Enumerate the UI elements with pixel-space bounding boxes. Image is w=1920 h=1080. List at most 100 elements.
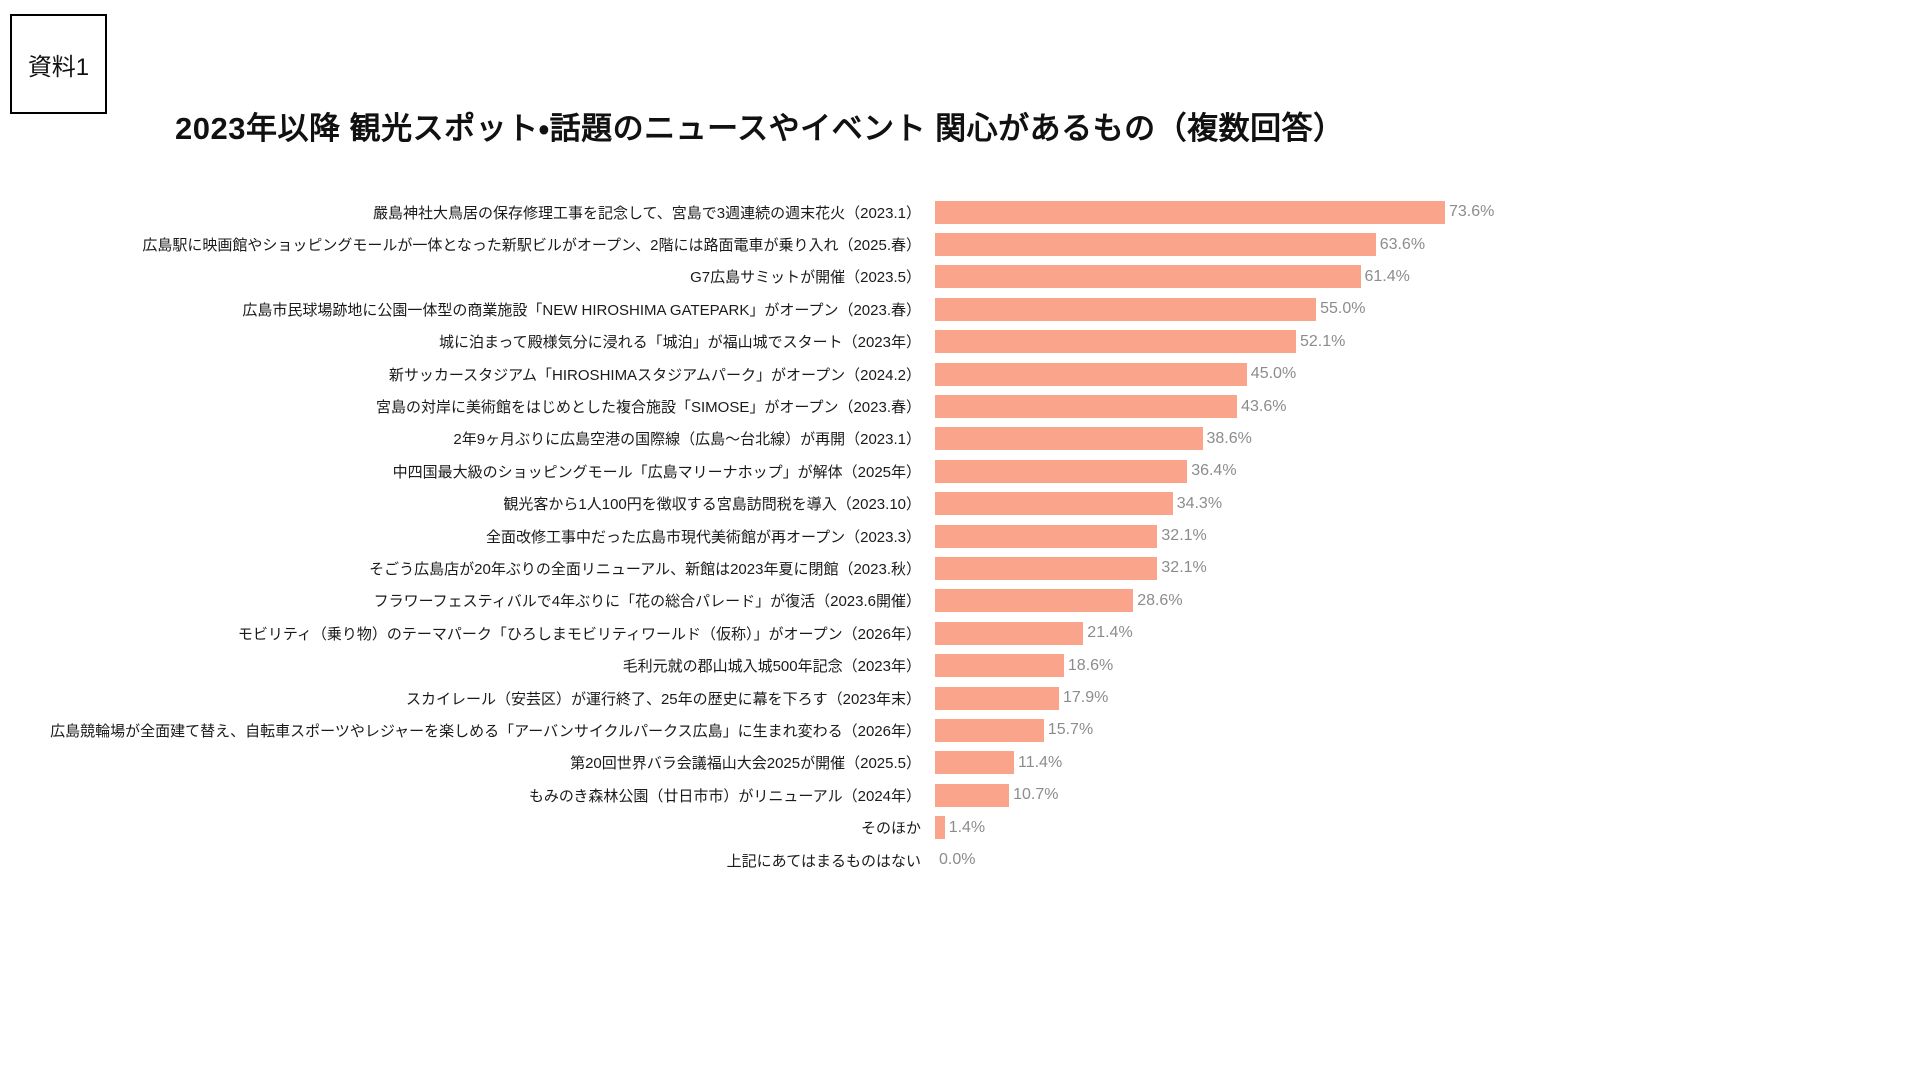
category-label: 広島市民球場跡地に公園一体型の商業施設「NEW HIROSHIMA GATEPA…	[242, 301, 921, 319]
bar-area: 11.4%	[935, 751, 1063, 775]
bar-area: 28.6%	[935, 589, 1183, 613]
chart-row: 広島市民球場跡地に公園一体型の商業施設「NEW HIROSHIMA GATEPA…	[0, 293, 1560, 325]
chart-row: 宮島の対岸に美術館をはじめとした複合施設「SIMOSE」がオープン（2023.春…	[0, 390, 1560, 422]
bar-area: 10.7%	[935, 783, 1059, 807]
category-label: 宮島の対岸に美術館をはじめとした複合施設「SIMOSE」がオープン（2023.春…	[376, 399, 921, 417]
document-tag-label: 資料1	[27, 53, 90, 81]
category-label: G7広島サミットが開催（2023.5）	[690, 269, 921, 287]
category-label: 中四国最大級のショッピングモール「広島マリーナホップ」が解体（2025年）	[392, 463, 921, 481]
bar-area: 34.3%	[935, 492, 1223, 516]
bar	[935, 718, 1044, 742]
value-label: 36.4%	[1191, 462, 1237, 480]
value-label: 11.4%	[1018, 753, 1063, 771]
bar	[935, 427, 1203, 451]
value-label: 15.7%	[1047, 721, 1094, 739]
document-tag-box: 資料1	[10, 14, 107, 114]
category-label: 全面改修工事中だった広島市現代美術館が再オープン（2023.3）	[486, 528, 921, 546]
category-label: そのほか	[860, 820, 921, 838]
chart-row: フラワーフェスティバルで4年ぶりに「花の総合パレード」が復活（2023.6開催）…	[0, 585, 1560, 617]
value-label: 18.6%	[1067, 656, 1114, 674]
chart-row: 広島駅に映画館やショッピングモールが一体となった新駅ビルがオープン、2階には路面…	[0, 228, 1560, 260]
category-label: 第20回世界バラ会議福山大会2025が開催（2025.5）	[570, 755, 921, 773]
bar	[935, 492, 1173, 516]
bar	[935, 816, 945, 840]
category-label: 毛利元就の郡山城入城500年記念（2023年）	[622, 658, 921, 676]
value-label: 1.4%	[948, 818, 986, 836]
bar	[935, 556, 1158, 580]
bar	[935, 362, 1247, 386]
bar-area: 21.4%	[935, 621, 1133, 645]
bar	[935, 621, 1084, 645]
bar-area: 45.0%	[935, 362, 1296, 386]
category-label: 観光客から1人100円を徴収する宮島訪問税を導入（2023.10）	[503, 496, 921, 514]
chart-row: スカイレール（安芸区）が運行終了、25年の歴史に幕を下ろす（2023年末） 17.…	[0, 682, 1560, 714]
category-label: モビリティ（乗り物）のテーマパーク「ひろしまモビリティワールド（仮称）」がオープ…	[237, 625, 921, 643]
value-label: 0.0%	[939, 851, 976, 868]
category-label: 上記にあてはまるものはない	[726, 852, 921, 870]
bar-area: 52.1%	[935, 330, 1346, 354]
bar	[935, 459, 1188, 483]
value-label: 32.1%	[1161, 559, 1207, 577]
bar	[935, 200, 1445, 224]
bar-area: 32.1%	[935, 524, 1207, 548]
bar-area: 0.0%	[935, 849, 975, 872]
chart-row: 上記にあてはまるものはない 0.0%	[0, 844, 1560, 876]
chart-row: 新サッカースタジアム「HIROSHIMAスタジアムパーク」がオープン（2024.…	[0, 358, 1560, 390]
chart-row: 全面改修工事中だった広島市現代美術館が再オープン（2023.3） 32.1%	[0, 520, 1560, 552]
value-label: 32.1%	[1161, 527, 1207, 545]
chart-row: もみのき森林公園（廿日市市）がリニューアル（2024年） 10.7%	[0, 779, 1560, 811]
category-label: スカイレール（安芸区）が運行終了、25年の歴史に幕を下ろす（2023年末）	[405, 690, 921, 708]
category-label: 嚴島神社大鳥居の保存修理工事を記念して、宮島で3週連続の週末花火（2023.1）	[372, 204, 921, 222]
value-label: 73.6%	[1449, 203, 1495, 221]
value-label: 43.6%	[1241, 397, 1287, 415]
value-label: 38.6%	[1206, 429, 1252, 447]
bar	[935, 686, 1059, 710]
category-label: 城に泊まって殿様気分に浸れる「城泊」が福山城でスタート（2023年）	[438, 334, 921, 352]
bar-area: 55.0%	[935, 297, 1366, 321]
value-label: 55.0%	[1320, 300, 1366, 318]
value-label: 61.4%	[1364, 267, 1410, 285]
bar	[935, 783, 1010, 807]
value-label: 21.4%	[1087, 624, 1133, 642]
chart-row: 観光客から1人100円を徴収する宮島訪問税を導入（2023.10） 34.3%	[0, 488, 1560, 520]
bar	[935, 297, 1317, 321]
bar-area: 15.7%	[935, 718, 1094, 742]
category-label: もみのき森林公園（廿日市市）がリニューアル（2024年）	[528, 787, 921, 805]
category-label: 広島競輪場が全面建て替え、自転車スポーツやレジャーを楽しめる「アーバンサイクルパ…	[50, 722, 921, 740]
chart-row: 毛利元就の郡山城入城500年記念（2023年） 18.6%	[0, 649, 1560, 681]
category-label: そごう広島店が20年ぶりの全面リニューアル、新館は2023年夏に閉館（2023.…	[369, 560, 921, 578]
chart-row: 城に泊まって殿様気分に浸れる「城泊」が福山城でスタート（2023年） 52.1%	[0, 326, 1560, 358]
bar-area: 32.1%	[935, 556, 1207, 580]
chart-row: そのほか 1.4%	[0, 811, 1560, 843]
chart-row: 第20回世界バラ会議福山大会2025が開催（2025.5） 11.4%	[0, 747, 1560, 779]
chart-row: 中四国最大級のショッピングモール「広島マリーナホップ」が解体（2025年） 36.…	[0, 455, 1560, 487]
chart-title: 2023年以降 観光スポット・話題のニュースやイベント 関心があるもの（複数回答…	[175, 110, 1345, 146]
value-label: 63.6%	[1379, 235, 1426, 253]
bar-area: 18.6%	[935, 654, 1114, 678]
category-label: 2年9ヶ月ぶりに広島空港の国際線（広島〜台北線）が再開（2023.1）	[453, 431, 921, 449]
category-label: 新サッカースタジアム「HIROSHIMAスタジアムパーク」がオープン（2024.…	[388, 366, 921, 384]
bar-area: 61.4%	[935, 265, 1410, 289]
chart-row: そごう広島店が20年ぶりの全面リニューアル、新館は2023年夏に閉館（2023.…	[0, 552, 1560, 584]
bar-area: 43.6%	[935, 395, 1287, 419]
category-label: 広島駅に映画館やショッピングモールが一体となった新駅ビルがオープン、2階には路面…	[142, 237, 921, 255]
chart-row: G7広島サミットが開催（2023.5） 61.4%	[0, 261, 1560, 293]
bar	[935, 330, 1296, 354]
chart: 嚴島神社大鳥居の保存修理工事を記念して、宮島で3週連続の週末花火（2023.1）…	[0, 196, 1560, 876]
bar	[935, 265, 1361, 289]
value-label: 17.9%	[1063, 689, 1109, 707]
bar-area: 38.6%	[935, 427, 1252, 451]
bar	[935, 654, 1064, 678]
category-label: フラワーフェスティバルで4年ぶりに「花の総合パレード」が復活（2023.6開催）	[373, 593, 921, 611]
bar	[935, 395, 1238, 419]
chart-row: 2年9ヶ月ぶりに広島空港の国際線（広島〜台北線）が再開（2023.1） 38.6%	[0, 423, 1560, 455]
chart-row: モビリティ（乗り物）のテーマパーク「ひろしまモビリティワールド（仮称）」がオープ…	[0, 617, 1560, 649]
value-label: 28.6%	[1137, 591, 1183, 609]
value-label: 52.1%	[1300, 332, 1346, 350]
bar-area: 73.6%	[935, 200, 1495, 224]
bar-area: 1.4%	[935, 816, 986, 840]
bar	[935, 589, 1134, 613]
value-label: 34.3%	[1176, 494, 1223, 512]
bar	[935, 233, 1376, 257]
value-label: 10.7%	[1013, 786, 1059, 804]
